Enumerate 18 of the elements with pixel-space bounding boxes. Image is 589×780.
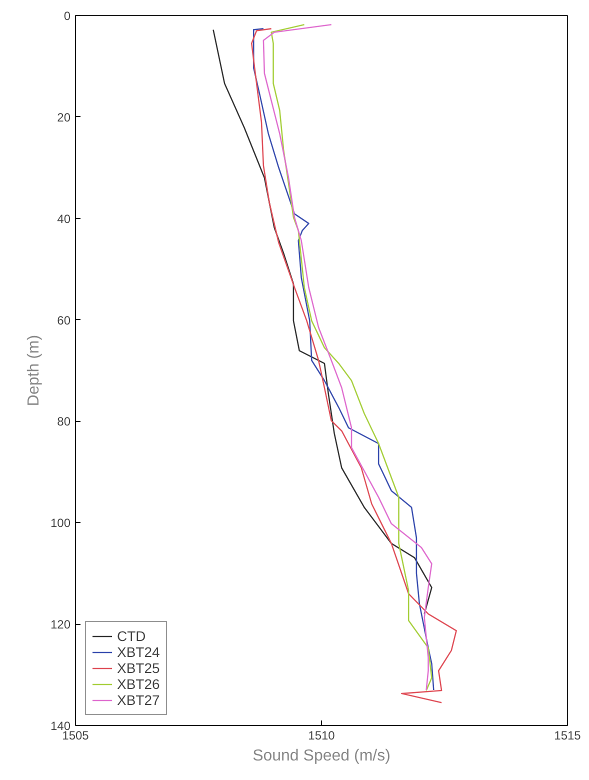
legend-label: CTD	[117, 628, 146, 644]
y-tick-label: 120	[50, 618, 71, 632]
y-tick-label: 100	[50, 516, 71, 530]
x-axis-title: Sound Speed (m/s)	[252, 748, 390, 764]
x-tick-label: 1515	[554, 728, 582, 742]
y-tick-label: 0	[64, 9, 71, 23]
y-axis-title: Depth (m)	[25, 334, 42, 406]
y-tick-label: 80	[57, 414, 71, 429]
legend-label: XBT25	[117, 660, 160, 676]
y-tick-label: 60	[57, 313, 71, 328]
y-tick-label: 20	[57, 110, 71, 124]
x-tick-label: 1505	[62, 728, 90, 742]
legend-label: XBT26	[117, 676, 160, 692]
legend-label: XBT24	[117, 644, 160, 660]
y-tick-label: 40	[57, 212, 71, 226]
line-series	[212, 29, 432, 615]
x-tick-label: 1510	[308, 728, 336, 742]
legend-label: XBT27	[117, 692, 160, 708]
